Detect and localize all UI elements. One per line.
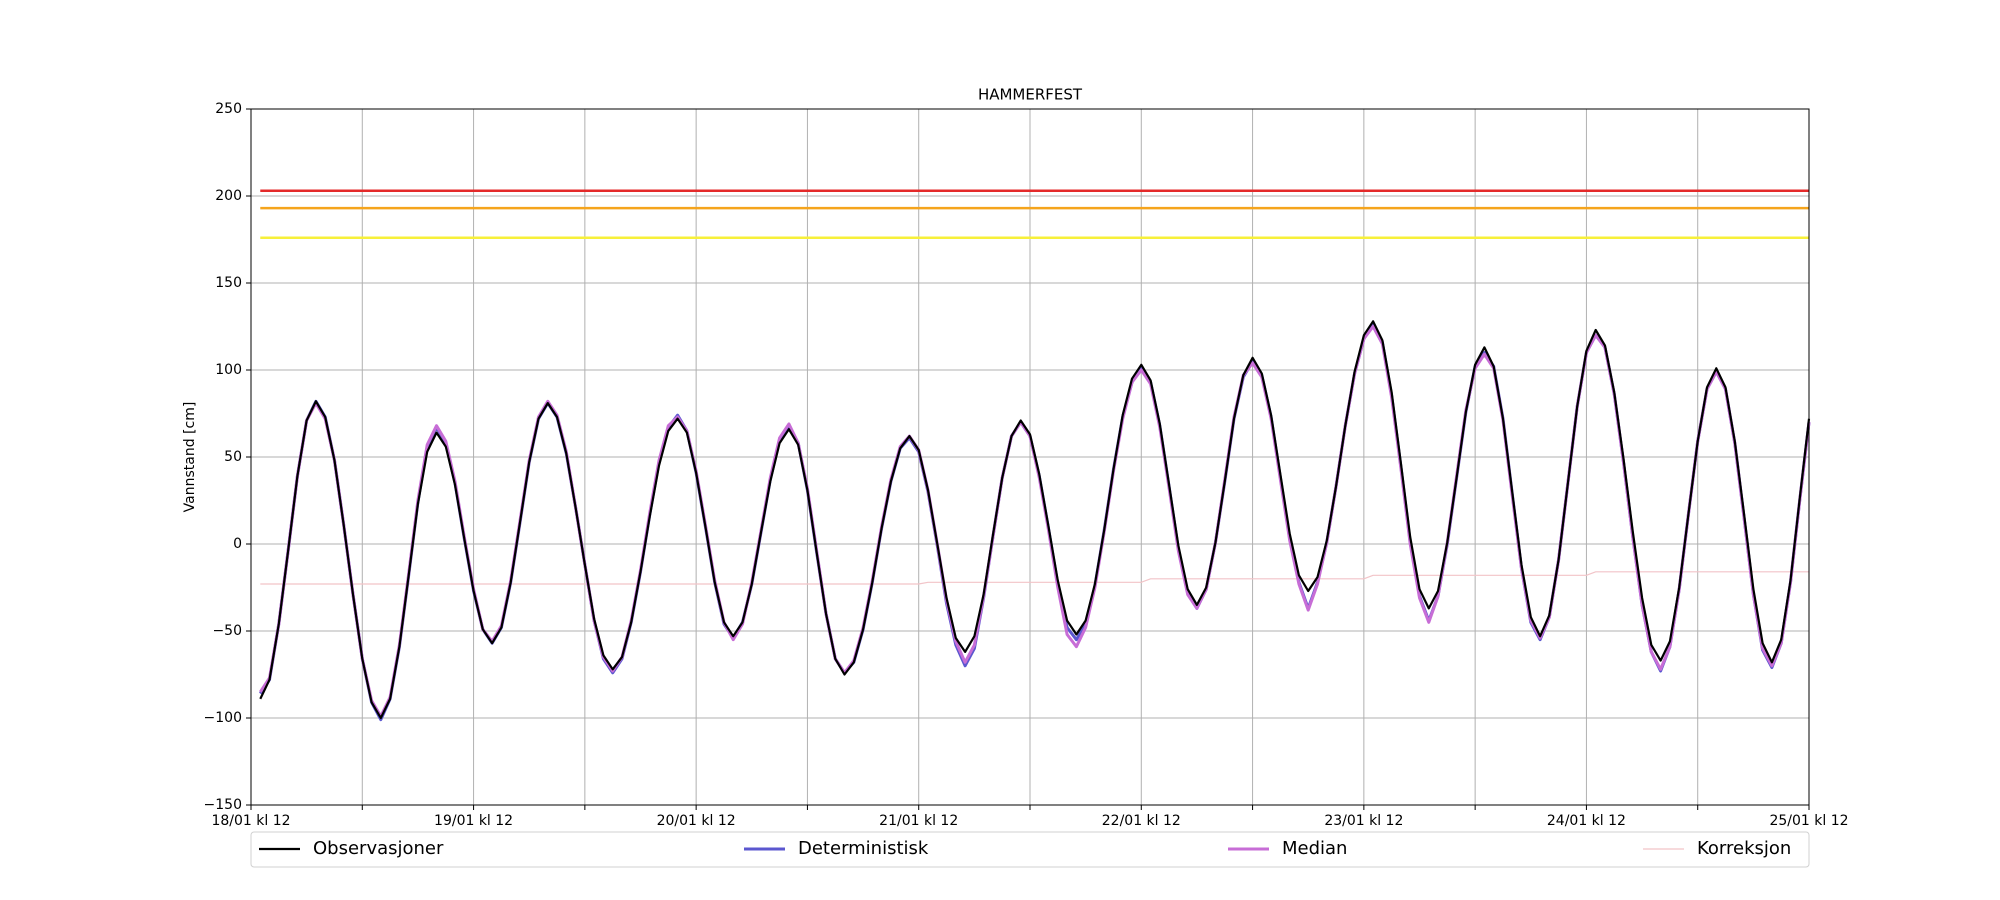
series-line: [259, 325, 1811, 718]
y-tick-label: 250: [215, 101, 242, 117]
legend-label: Deterministisk: [798, 838, 929, 859]
x-tick-label: 23/01 kl 12: [1324, 813, 1403, 829]
y-tick-label: 0: [233, 536, 242, 552]
y-tick-label: 150: [215, 275, 242, 291]
legend-box: [250, 831, 1810, 868]
x-tick-label: 24/01 kl 12: [1547, 813, 1626, 829]
y-tick-label: −50: [212, 623, 242, 639]
series-line: [259, 320, 1811, 720]
x-tick-label: 22/01 kl 12: [1102, 813, 1181, 829]
y-tick-label: −150: [204, 797, 242, 813]
series-line: [259, 323, 1811, 722]
x-tick-label: 20/01 kl 12: [657, 813, 736, 829]
legend-label: Median: [1282, 838, 1347, 859]
y-axis-label: Vannstand [cm]: [182, 402, 198, 513]
y-tick-label: 50: [224, 449, 242, 465]
legend-label: Korreksjon: [1697, 838, 1791, 859]
y-tick-label: 100: [215, 362, 242, 378]
legend: Observasjoner Deterministisk Median Korreks…: [250, 831, 1810, 868]
y-tick-label: 200: [215, 188, 242, 204]
x-tick-label: 25/01 kl 12: [1769, 813, 1848, 829]
series-line: [260, 571, 1809, 585]
chart-title: HAMMERFEST: [978, 86, 1083, 104]
legend-label: Observasjoner: [313, 838, 444, 859]
x-tick-label: 19/01 kl 12: [434, 813, 513, 829]
plot-frame: [250, 108, 1810, 806]
y-tick-label: −100: [204, 710, 242, 726]
x-tick-label: 21/01 kl 12: [879, 813, 958, 829]
x-tick-label: 18/01 kl 12: [211, 813, 290, 829]
